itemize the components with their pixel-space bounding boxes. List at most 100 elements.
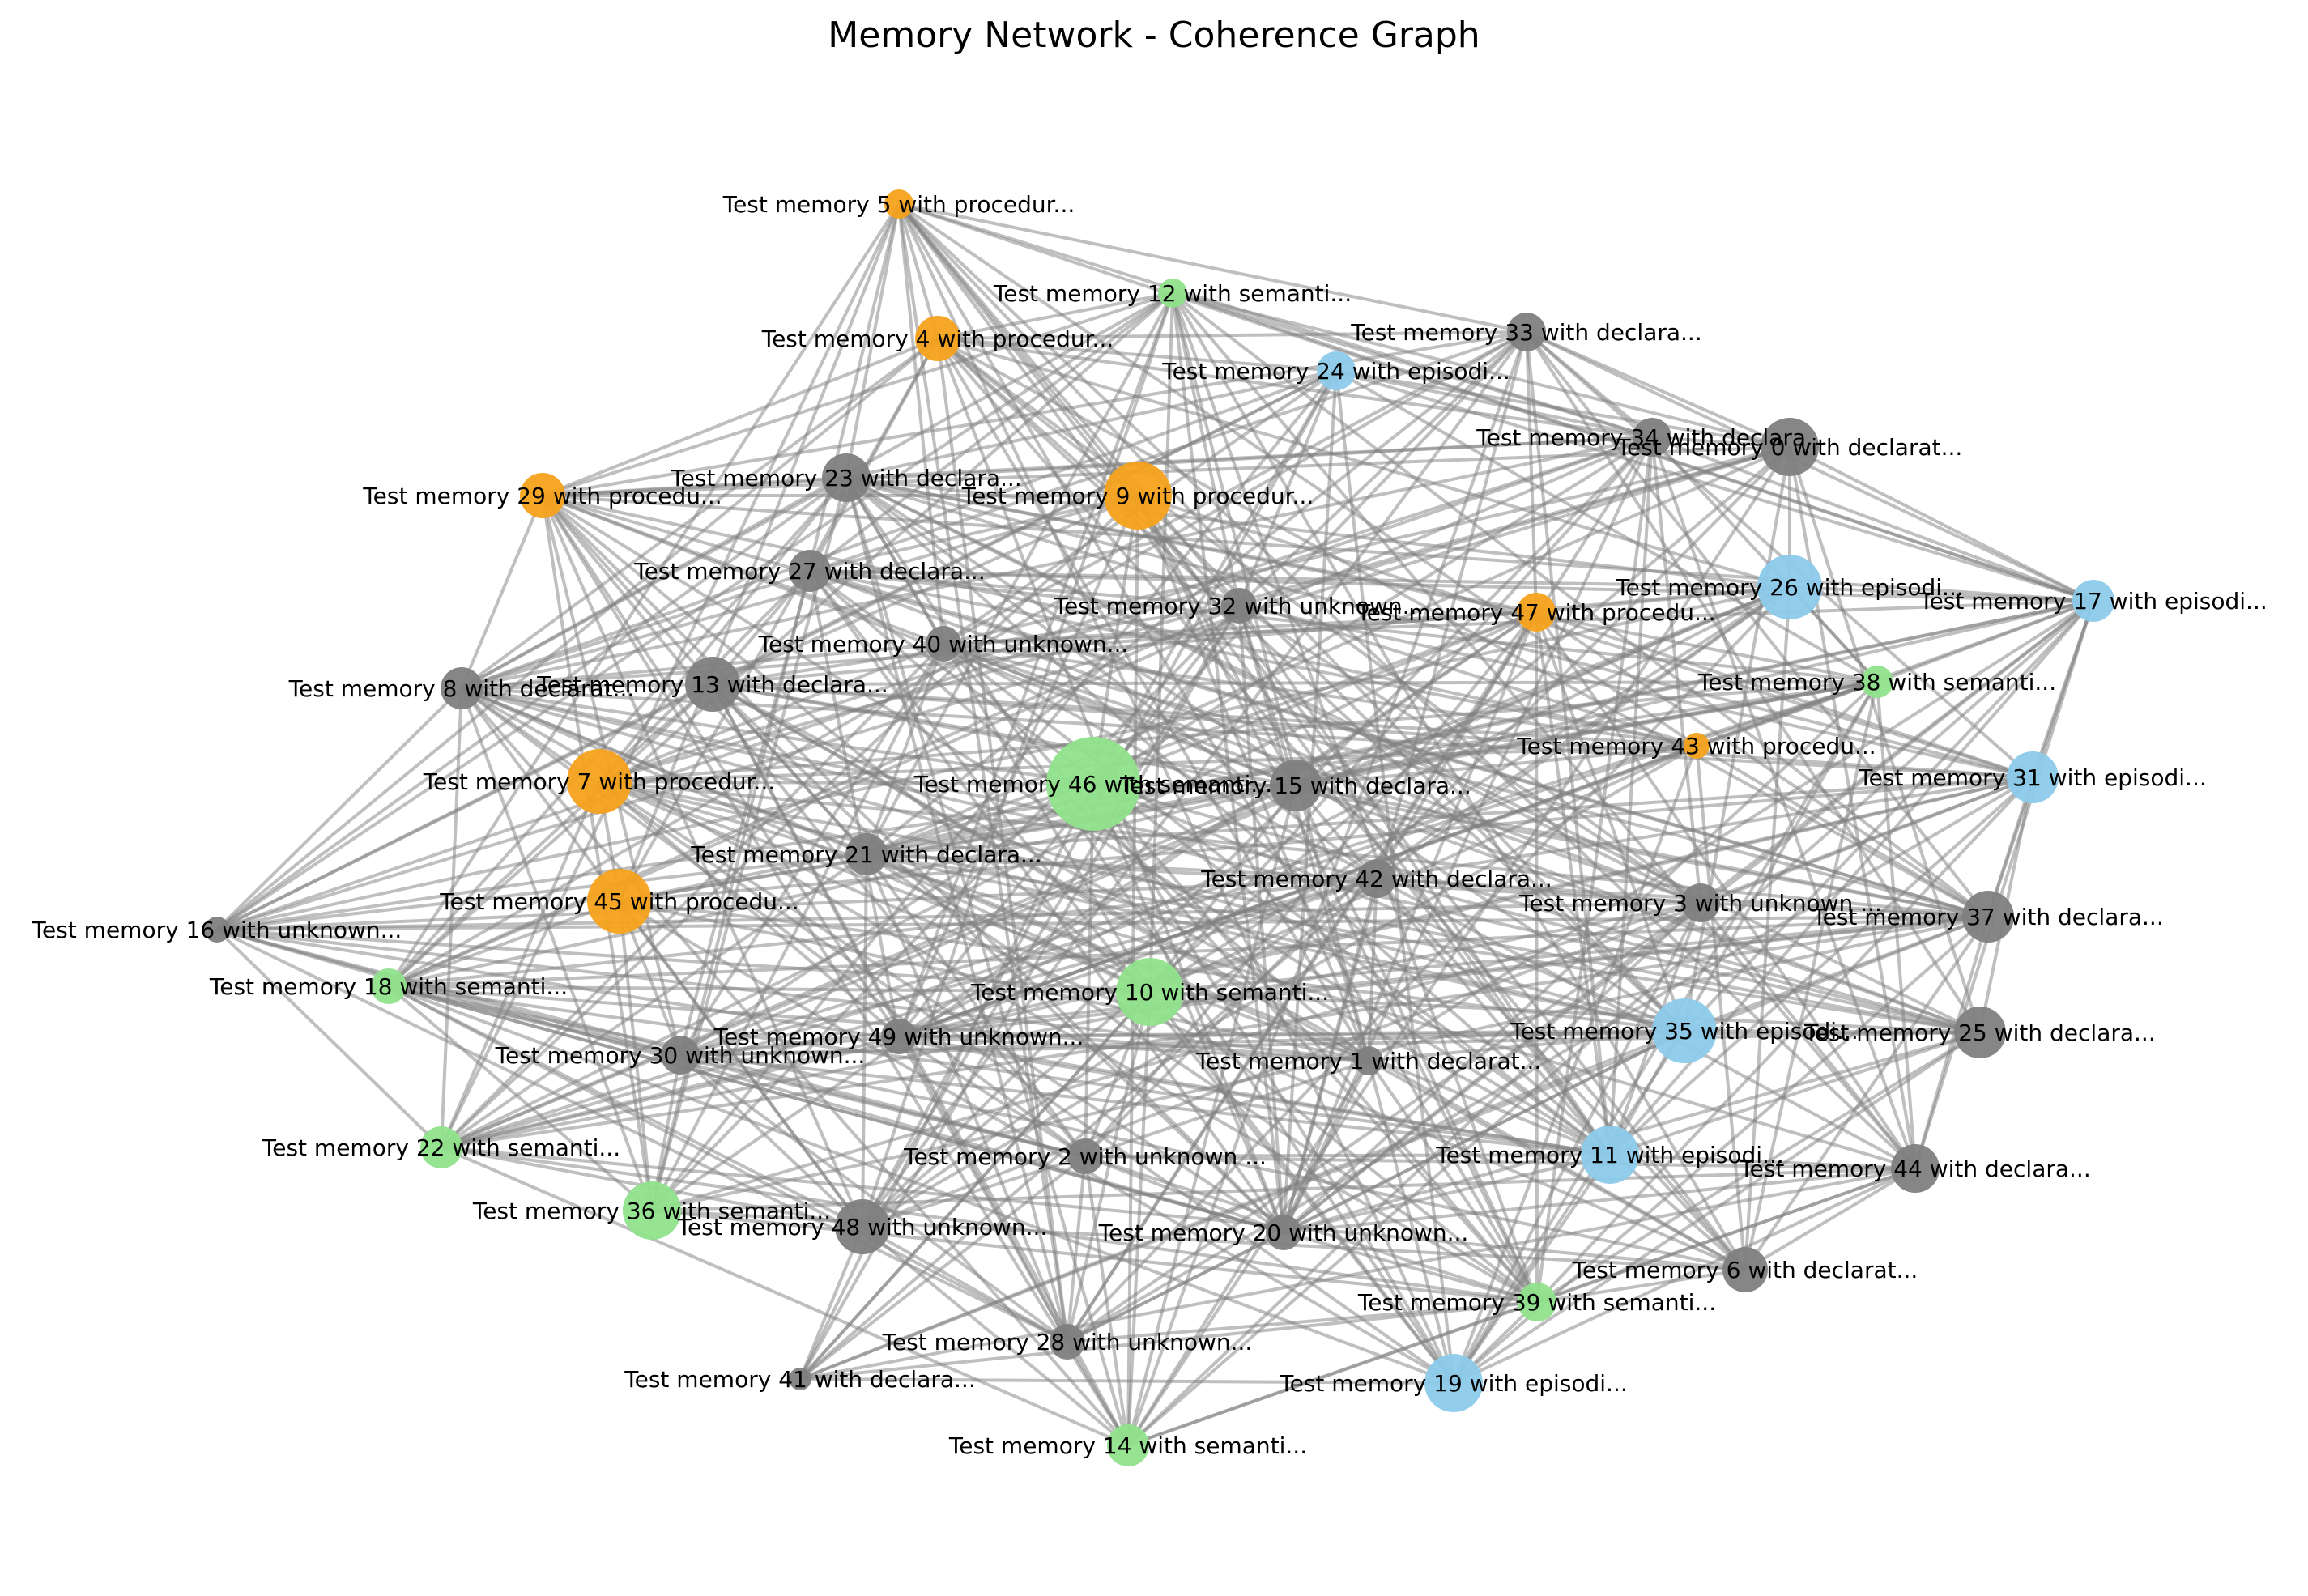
node-label-40: Test memory 40 with unknown...: [758, 631, 1129, 658]
node-label-29: Test memory 29 with procedu...: [362, 483, 722, 509]
edge-42-47: [1375, 611, 1538, 880]
edge-6-42: [1375, 877, 1747, 1271]
edge-0-21: [866, 445, 1791, 856]
node-13: [685, 657, 740, 712]
edge-4-5: [897, 203, 939, 339]
edge-41-44: [799, 1167, 1916, 1381]
edge-17-34: [1651, 436, 2094, 602]
node-33: [1507, 313, 1546, 351]
node-label-9: Test memory 9 with procedur...: [961, 483, 1314, 509]
edge-12-34: [1172, 292, 1653, 439]
node-label-23: Test memory 23 with declara...: [670, 465, 1021, 492]
edge-22-42: [441, 877, 1378, 1149]
edge-2-41: [798, 1155, 1087, 1381]
node-35: [1652, 998, 1717, 1063]
edge-30-42: [679, 877, 1378, 1057]
node-11: [1581, 1126, 1639, 1184]
edge-28-30: [679, 1053, 1069, 1343]
node-label-41: Test memory 41 with declara...: [624, 1366, 975, 1393]
edge-34-41: [798, 436, 1654, 1381]
node-41: [789, 1368, 811, 1390]
edge-22-39: [441, 1146, 1538, 1304]
edge-4-12: [937, 292, 1173, 340]
node-21: [845, 833, 888, 875]
edge-26-28: [1066, 585, 1791, 1343]
edge-8-39: [461, 687, 1538, 1304]
edge-22-49: [441, 1035, 900, 1149]
edge-4-8: [460, 337, 939, 690]
node-label-28: Test memory 28 with unknown...: [882, 1329, 1253, 1356]
edge-13-32: [712, 604, 1240, 686]
edge-13-18: [387, 683, 714, 988]
edge-18-48: [388, 985, 863, 1228]
edge-20-25: [1283, 1031, 1981, 1234]
edge-2-28: [1066, 1156, 1087, 1343]
edge-8-13: [461, 683, 713, 690]
node-27: [789, 550, 831, 592]
edge-46-47: [1092, 611, 1537, 785]
edge-19-25: [1452, 1031, 1982, 1385]
edge-8-16: [215, 687, 463, 931]
edge-11-31: [1608, 776, 2034, 1156]
node-36: [623, 1181, 681, 1240]
edge-8-29: [460, 495, 544, 689]
edge-11-30: [679, 1053, 1611, 1156]
edge-5-28: [897, 203, 1069, 1343]
node-7: [567, 749, 632, 814]
edge-27-38: [809, 569, 1878, 683]
edge-39-41: [799, 1300, 1538, 1381]
edge-4-9: [936, 337, 1139, 497]
node-label-20: Test memory 20 with unknown...: [1098, 1219, 1469, 1246]
edge-35-49: [898, 1029, 1685, 1038]
edge-24-32: [1237, 370, 1338, 606]
edge-29-34: [542, 436, 1653, 497]
node-label-3: Test memory 3 with unknown ...: [1518, 890, 1882, 917]
edge-36-40: [650, 643, 945, 1211]
node-44: [1891, 1144, 1940, 1193]
node-8: [441, 667, 483, 709]
node-label-15: Test memory 15 with declara...: [1119, 772, 1471, 799]
node-42: [1357, 859, 1396, 898]
node-47: [1517, 593, 1556, 632]
edge-29-33: [542, 330, 1527, 497]
node-39: [1518, 1283, 1556, 1321]
node-label-24: Test memory 24 with episodi...: [1161, 358, 1510, 385]
edge-12-16: [215, 292, 1174, 931]
edge-24-38: [1335, 369, 1878, 683]
edge-44-47: [1535, 611, 1917, 1170]
node-label-2: Test memory 2 with unknown ...: [903, 1143, 1267, 1170]
edge-9-31: [1137, 494, 2033, 779]
edge-39-46: [1092, 782, 1539, 1304]
edge-32-36: [650, 604, 1241, 1212]
node-46: [1046, 737, 1140, 831]
edge-29-36: [541, 495, 654, 1211]
node-label-18: Test memory 18 with semanti...: [209, 973, 568, 1000]
node-label-4: Test memory 4 with procedur...: [761, 326, 1114, 352]
edge-12-29: [542, 292, 1173, 497]
node-label-1: Test memory 1 with declarat...: [1195, 1048, 1542, 1075]
node-10: [1116, 958, 1184, 1026]
node-1: [1354, 1046, 1383, 1075]
edge-0-48: [861, 445, 1791, 1228]
edge-34-44: [1650, 436, 1917, 1169]
edge-29-43: [542, 494, 1697, 747]
edge-12-27: [808, 292, 1174, 572]
edge-25-39: [1535, 1031, 1982, 1304]
edge-40-47: [943, 611, 1537, 645]
edge-34-38: [1650, 436, 1879, 683]
edge-21-33: [865, 330, 1528, 856]
node-19: [1424, 1354, 1483, 1412]
edge-15-32: [1237, 605, 1297, 786]
node-17: [2072, 580, 2114, 622]
edge-37-43: [1695, 744, 1990, 918]
node-label-43: Test memory 43 with procedu...: [1516, 733, 1876, 760]
edge-33-40: [943, 330, 1527, 645]
edge-34-46: [1092, 436, 1654, 785]
node-40: [926, 626, 961, 662]
node-label-47: Test memory 47 with procedu...: [1356, 599, 1715, 626]
edge-19-35: [1452, 1029, 1686, 1385]
edge-21-22: [440, 853, 868, 1149]
node-label-46: Test memory 46 with semanti...: [913, 771, 1272, 798]
edge-30-40: [679, 642, 945, 1057]
edge-layer: [215, 202, 2095, 1447]
